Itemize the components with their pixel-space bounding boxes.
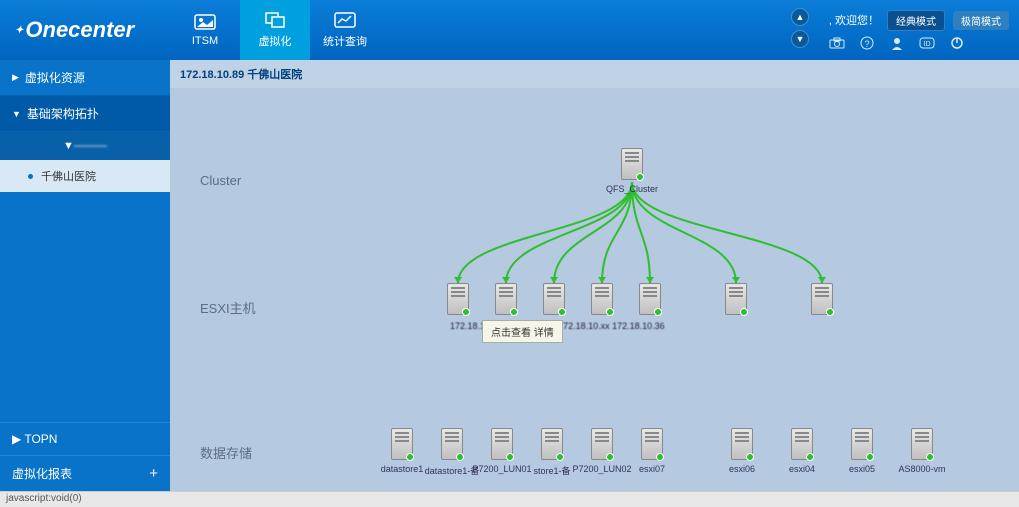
sidebar-item-topology[interactable]: ▼ 基础架构拓扑: [0, 96, 170, 132]
nav-tab-itsm[interactable]: ITSM: [170, 0, 240, 60]
esxi-node[interactable]: [638, 283, 662, 315]
nav-tabs: ITSM 虚拟化 统计查询: [170, 0, 380, 60]
scroll-arrows: ▲ ▼: [791, 8, 809, 48]
sidebar-item-resources[interactable]: ▶ 虚拟化资源: [0, 60, 170, 96]
logo: ✦ Onecenter: [0, 17, 170, 43]
svg-text:ID: ID: [923, 41, 930, 48]
statusbar: javascript:void(0): [0, 491, 1019, 507]
header-right: , 欢迎您！ 经典模式 极简模式 ? ID: [829, 0, 1009, 60]
sidebar-label: 虚拟化资源: [25, 69, 85, 86]
storage-node[interactable]: P7200_LUN01: [490, 428, 514, 460]
storage-node[interactable]: esxi06: [730, 428, 754, 460]
row-label: Cluster: [200, 173, 280, 188]
logo-text: Onecenter: [25, 17, 134, 43]
sidebar-label: 虚拟化报表: [12, 465, 72, 482]
main: ▶ 虚拟化资源 ▼ 基础架构拓扑 ▼ ——— 千佛山医院 ▶ TOPN 虚拟化报…: [0, 60, 1019, 491]
help-icon[interactable]: ?: [859, 35, 875, 51]
esxi-node[interactable]: [810, 283, 834, 315]
nav-label: 虚拟化: [259, 33, 292, 49]
sidebar-sub-arrow: ▼: [63, 140, 74, 152]
content: 172.18.10.89 千佛山医院 Cluster ESXI主机数据存储 QFS_…: [170, 60, 1019, 491]
breadcrumb: 172.18.10.89 千佛山医院: [170, 60, 1019, 88]
chevron-down-icon: ▼: [12, 109, 21, 119]
storage-node[interactable]: esxi04: [790, 428, 814, 460]
storage-node[interactable]: datastore1: [390, 428, 414, 460]
sidebar-sub-hospital[interactable]: 千佛山医院: [0, 160, 170, 192]
storage-node[interactable]: P7200_LUN02: [590, 428, 614, 460]
nav-label: 统计查询: [323, 33, 367, 49]
esxi-node[interactable]: [590, 283, 614, 315]
user-icon[interactable]: [889, 35, 905, 51]
svg-text:?: ?: [864, 39, 869, 49]
chevron-right-icon: ▶: [12, 432, 21, 446]
camera-icon[interactable]: [829, 35, 845, 51]
sidebar-sub-label: 千佛山医院: [41, 168, 96, 184]
logo-star-icon: ✦: [15, 25, 23, 36]
storage-node[interactable]: AS8000-vm: [910, 428, 934, 460]
nav-tab-stats[interactable]: 统计查询: [310, 0, 380, 60]
header: ✦ Onecenter ITSM 虚拟化 统计查询 ▲ ▼ , 欢迎您！ 经典模…: [0, 0, 1019, 60]
esxi-node[interactable]: [542, 283, 566, 315]
image-icon: [193, 13, 217, 31]
row-label: ESXI主机: [200, 298, 280, 317]
esxi-node[interactable]: [446, 283, 470, 315]
power-icon[interactable]: [949, 35, 965, 51]
arrow-up-icon[interactable]: ▲: [791, 8, 809, 26]
esxi-node[interactable]: [724, 283, 748, 315]
nav-label: ITSM: [192, 35, 218, 47]
sidebar-spacer: [0, 192, 170, 422]
classic-mode-button[interactable]: 经典模式: [887, 10, 945, 31]
welcome-text: , 欢迎您！: [829, 12, 879, 28]
chart-icon: [333, 11, 357, 29]
sidebar-sub-group[interactable]: ▼ ———: [0, 132, 170, 160]
cluster-node[interactable]: QFS_Cluster: [620, 148, 644, 180]
id-icon[interactable]: ID: [919, 35, 935, 51]
storage-node[interactable]: esxi05: [850, 428, 874, 460]
esxi-node[interactable]: [494, 283, 518, 315]
row-label: 数据存储: [200, 443, 280, 462]
sidebar-item-reports[interactable]: 虚拟化报表 +: [0, 455, 170, 491]
chevron-right-icon: ▶: [12, 72, 19, 83]
arrow-down-icon[interactable]: ▼: [791, 30, 809, 48]
storage-node[interactable]: store1-备: [540, 428, 564, 460]
bullet-icon: [28, 174, 33, 179]
sidebar-label: TOPN: [24, 432, 57, 446]
tooltip: 点击查看 详情: [482, 320, 563, 343]
sidebar: ▶ 虚拟化资源 ▼ 基础架构拓扑 ▼ ——— 千佛山医院 ▶ TOPN 虚拟化报…: [0, 60, 170, 491]
sidebar-item-topn[interactable]: ▶ TOPN: [0, 422, 170, 455]
topology-canvas: ClusterESXI主机数据存储QFS_Cluster172.18.10.xx…: [170, 88, 1019, 488]
sidebar-sub-blur: ———: [74, 140, 107, 152]
layers-icon: [263, 11, 287, 29]
storage-node[interactable]: datastore1-备: [440, 428, 464, 460]
sidebar-label: 基础架构拓扑: [27, 105, 99, 122]
storage-node[interactable]: esxi07: [640, 428, 664, 460]
plus-icon[interactable]: +: [149, 465, 158, 482]
nav-tab-virtualization[interactable]: 虚拟化: [240, 0, 310, 60]
simple-mode-button[interactable]: 极简模式: [953, 11, 1009, 30]
